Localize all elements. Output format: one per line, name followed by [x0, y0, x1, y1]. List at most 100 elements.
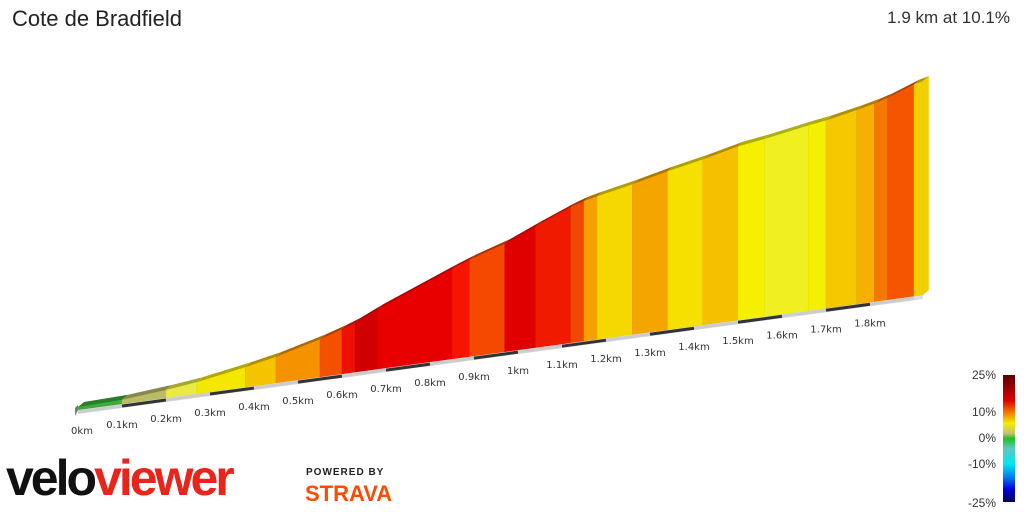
distance-band: [297, 374, 343, 384]
profile-segment: [808, 120, 827, 311]
x-tick-label: 1.4km: [678, 342, 709, 353]
distance-band: [385, 362, 431, 372]
profile-segment-top: [808, 115, 832, 126]
climb-title: Cote de Bradfield: [12, 6, 182, 31]
distance-band: [253, 380, 299, 390]
x-tick-label: 1.3km: [634, 348, 665, 359]
profile-segment: [702, 146, 739, 326]
profile-segment-top: [570, 196, 590, 208]
distance-band: [649, 326, 695, 336]
x-tick-label: 0.3km: [194, 408, 225, 419]
legend-label: -10%: [968, 457, 996, 471]
distance-band: [561, 338, 607, 348]
profile-segment: [913, 80, 924, 297]
distance-band: [209, 386, 255, 396]
profile-segment-top: [122, 384, 172, 400]
legend-label: -25%: [968, 496, 996, 510]
profile-segment-top: [914, 76, 929, 85]
x-tick-label: 0.8km: [414, 378, 445, 389]
profile-segment: [737, 138, 765, 321]
distance-band: [473, 350, 519, 360]
gradient-legend-bar: [1003, 375, 1015, 502]
x-tick-label: 1.8km: [854, 318, 885, 329]
climb-summary: 1.9 km at 10.1%: [887, 8, 1010, 27]
profile-segment-top: [856, 98, 881, 110]
profile-segment: [570, 200, 585, 344]
distance-band: [869, 296, 915, 306]
profile-segment-top: [535, 202, 577, 227]
profile-segment-top: [597, 179, 639, 197]
veloviewer-logo: veloviewer: [6, 450, 235, 506]
profile-segment-top: [196, 362, 252, 383]
profile-segment: [583, 195, 598, 342]
distance-band: [165, 392, 211, 402]
x-tick-label: 0.6km: [326, 390, 357, 401]
powered-by-label: POWERED BY: [306, 467, 385, 478]
distance-band: [77, 404, 123, 414]
profile-segment-top: [355, 304, 384, 323]
x-tick-label: 0.4km: [238, 402, 269, 413]
profile-segment: [535, 206, 572, 349]
profile-end-face: [922, 76, 929, 296]
legend-label: 0%: [979, 431, 997, 445]
profile-segment: [887, 83, 915, 301]
x-tick-label: 0.2km: [150, 414, 181, 425]
profile-segment: [825, 109, 858, 309]
profile-segment: [451, 259, 470, 360]
x-tick-label: 0.9km: [458, 372, 489, 383]
profile-segment-top: [584, 191, 604, 202]
x-tick-label: 1.5km: [722, 336, 753, 347]
profile-segment-top: [469, 238, 511, 260]
profile-segment: [469, 243, 506, 358]
profile-segment-top: [245, 351, 282, 368]
profile-segment: [376, 268, 453, 370]
profile-start-face: [75, 405, 78, 416]
distance-band: [121, 398, 167, 408]
profile-segment-top: [702, 141, 744, 160]
profile-segment-top: [738, 134, 771, 147]
profile-segment: [341, 322, 356, 375]
profile-segment-top: [667, 154, 709, 172]
profile-segment-top: [632, 166, 674, 185]
profile-segment-top: [377, 263, 458, 310]
x-tick-label: 1.1km: [546, 360, 577, 371]
profile-segment-top: [276, 334, 326, 357]
distance-band: [341, 368, 387, 378]
distance-band: [429, 356, 475, 366]
profile-segment-top: [504, 221, 542, 244]
distance-band: [737, 314, 783, 324]
profile-segment-top: [452, 254, 476, 269]
profile-segment-top: [874, 92, 894, 104]
profile-segment-top: [342, 317, 362, 330]
profile-segment-top: [166, 377, 203, 390]
distance-band: [605, 332, 651, 342]
profile-segment-top: [320, 324, 348, 340]
distance-band: [517, 344, 563, 354]
profile-segment: [874, 97, 888, 302]
x-tick-label: 0.5km: [282, 396, 313, 407]
profile-segment: [504, 225, 536, 353]
distance-band: [781, 308, 827, 318]
x-tick-label: 0km: [71, 426, 93, 437]
x-tick-label: 1km: [507, 366, 529, 377]
profile-segment: [856, 103, 875, 305]
profile-segment-top: [887, 79, 920, 98]
strava-logo: STRAVA: [305, 481, 393, 506]
profile-segment: [596, 183, 633, 340]
x-tick-label: 1.2km: [590, 354, 621, 365]
legend-label: 25%: [972, 368, 996, 382]
profile-segment-top: [78, 394, 128, 407]
x-tick-label: 1.6km: [766, 330, 797, 341]
distance-band: [825, 302, 871, 312]
profile-segment-top: [764, 120, 815, 140]
profile-segment: [667, 159, 704, 331]
profile-segment: [632, 170, 668, 335]
profile-segment: [354, 308, 378, 373]
legend-label: 10%: [972, 405, 996, 419]
x-tick-label: 0.1km: [106, 420, 137, 431]
distance-band: [693, 320, 739, 330]
x-tick-label: 0.7km: [370, 384, 401, 395]
profile-segment-top: [826, 104, 863, 121]
profile-segment: [764, 125, 809, 317]
